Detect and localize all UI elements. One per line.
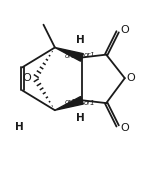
Polygon shape bbox=[55, 96, 83, 110]
Text: or1: or1 bbox=[65, 53, 76, 59]
Text: or1: or1 bbox=[83, 52, 95, 58]
Text: H: H bbox=[76, 35, 85, 45]
Text: H: H bbox=[76, 113, 85, 123]
Text: or1: or1 bbox=[83, 100, 95, 106]
Text: or1: or1 bbox=[65, 99, 76, 105]
Text: O: O bbox=[120, 123, 129, 133]
Text: H: H bbox=[15, 122, 24, 132]
Text: O: O bbox=[23, 73, 31, 83]
Polygon shape bbox=[55, 47, 83, 61]
Text: O: O bbox=[120, 25, 129, 35]
Text: O: O bbox=[127, 73, 136, 83]
